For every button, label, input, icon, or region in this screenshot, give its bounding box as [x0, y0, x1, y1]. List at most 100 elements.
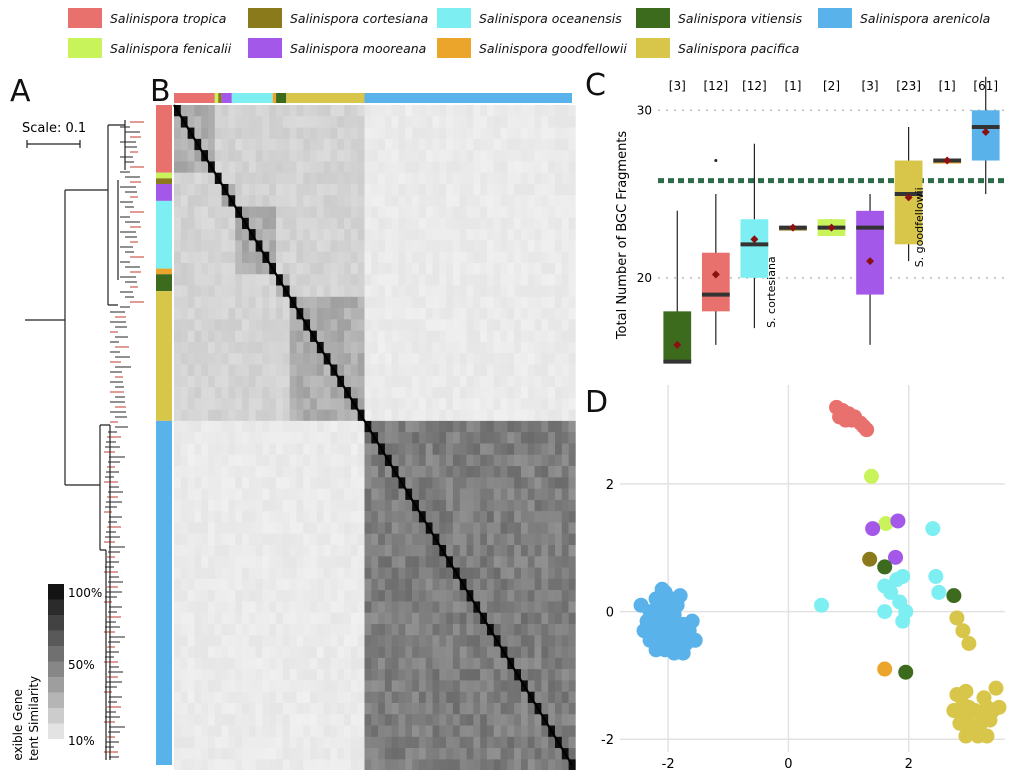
box-count-label: [1]	[939, 79, 956, 93]
legend-item-arenicola: Salinispora arenicola	[818, 8, 990, 28]
heatmap-legend-tick-50: 50%	[68, 658, 95, 672]
scatter-point-vitiensis	[877, 559, 893, 575]
heatmap-top-bar-pacifica	[286, 93, 365, 103]
scatter-point-pacifica	[949, 610, 965, 626]
scatter-point-pacifica	[955, 623, 971, 639]
legend-item-tropica: Salinispora tropica	[68, 8, 226, 28]
heatmap-legend-swatch	[48, 615, 64, 631]
heatmap-side-bar-tropica	[156, 105, 172, 173]
scatter-point-oceanensis	[877, 604, 893, 620]
scatter-point-pacifica	[979, 728, 995, 744]
panel-label-c: C	[585, 68, 606, 103]
scatter-point-pacifica	[976, 690, 992, 706]
scatter-point-oceanensis	[814, 597, 830, 613]
heatmap-top-bar-fenicalii	[214, 93, 219, 103]
legend-item-fenicalii: Salinispora fenicalii	[68, 38, 231, 58]
legend-label: Salinispora mooreana	[290, 40, 427, 56]
scatter-point-arenicola	[654, 581, 670, 597]
heatmap-side-bar-goodfellowii	[156, 268, 172, 275]
legend-item-goodfellowii: Salinispora goodfellowii	[437, 38, 627, 58]
pca-scatter: -2 0 2 2 0 -2	[601, 385, 1007, 772]
legend-item-vitiensis: Salinispora vitiensis	[636, 8, 802, 28]
heatmap-legend: Flexible Gene Content Similarity 100% 50…	[11, 584, 102, 760]
heatmap-side-bar-mooreana	[156, 183, 172, 201]
box-mean-marker	[866, 257, 875, 266]
legend-label: Salinispora vitiensis	[678, 10, 803, 26]
legend-swatch	[818, 8, 852, 28]
box-count-label: [3]	[669, 79, 686, 93]
box-cortesiana	[779, 223, 807, 232]
legend-swatch	[248, 38, 282, 58]
heatmap-top-bar-cortesiana	[218, 93, 222, 103]
scatter-y-tick: -2	[601, 733, 614, 748]
scatter-y-tick: 0	[606, 606, 614, 621]
legend-item-cortesiana: Salinispora cortesiana	[248, 8, 428, 28]
box-count-label: [61]	[973, 79, 998, 93]
box-mean-marker	[904, 193, 913, 202]
heatmap-cells	[174, 105, 576, 770]
box-mean-marker	[750, 235, 759, 244]
box-mean-marker	[711, 270, 720, 279]
box-mean-marker	[673, 340, 682, 349]
legend-swatch	[636, 8, 670, 28]
scatter-point-oceanensis	[895, 613, 911, 629]
legend-swatch	[248, 8, 282, 28]
boxplot-y-tick: 20	[637, 271, 652, 285]
scatter-point-arenicola	[672, 588, 688, 604]
heatmap-side-bar-cortesiana	[156, 178, 172, 184]
heatmap-top-bar-tropica	[174, 93, 215, 103]
annotation-cortesiana: S. cortesiana	[765, 256, 778, 328]
heatmap-legend-swatch	[48, 708, 64, 724]
panel-label-a: A	[10, 74, 31, 109]
annotation-goodfellowii: S. goodfellowii	[913, 187, 926, 267]
box-count-label: [2]	[823, 79, 840, 93]
scatter-point-tropica	[838, 412, 854, 428]
scatter-point-fenicalii	[863, 468, 879, 484]
scatter-point-pacifica	[961, 635, 977, 651]
heatmap-side-bar-oceanensis	[156, 200, 172, 269]
heatmap-top-bar-goodfellowii	[272, 93, 277, 103]
heatmap-legend-swatch	[48, 677, 64, 693]
box-fenicalii	[817, 219, 846, 236]
box-tropica	[701, 159, 730, 345]
box-mean-marker	[788, 223, 797, 232]
heatmap-side-bar-pacifica	[156, 291, 172, 421]
heatmap-legend-swatches	[48, 584, 64, 739]
panel-label-d: D	[585, 385, 609, 420]
heatmap-top-bar-mooreana	[221, 93, 232, 103]
heatmap-legend-tick-10: 10%	[68, 734, 95, 748]
heatmap-legend-swatch	[48, 661, 64, 677]
legend-swatch	[437, 38, 471, 58]
species-legend: Salinispora tropica Salinispora cortesian…	[0, 0, 1009, 66]
heatmap-legend-swatch	[48, 630, 64, 646]
scatter-point-tropica	[859, 422, 875, 438]
scatter-point-arenicola	[633, 597, 649, 613]
box-pacifica	[894, 127, 923, 262]
legend-label: Salinispora tropica	[110, 10, 227, 26]
legend-label: Salinispora goodfellowii	[479, 40, 627, 56]
scatter-point-oceanensis	[931, 584, 947, 600]
legend-label: Salinispora pacifica	[678, 40, 800, 56]
legend-label: Salinispora arenicola	[860, 10, 991, 26]
scatter-point-vitiensis	[946, 588, 962, 604]
scatter-point-pacifica	[958, 728, 974, 744]
box-count-label: [3]	[862, 79, 879, 93]
box-mean-marker	[981, 128, 990, 137]
tree-branches	[25, 120, 144, 760]
heatmap-legend-title-2: Content Similarity	[27, 676, 41, 760]
scatter-point-oceanensis	[928, 568, 944, 584]
boxplot-y-tick: 30	[637, 103, 652, 117]
legend-item-mooreana: Salinispora mooreana	[248, 38, 426, 58]
box-goodfellowii	[933, 156, 962, 165]
heatmap-legend-swatch	[48, 692, 64, 708]
tree-scale-label: Scale: 0.1	[22, 121, 86, 136]
heatmap-legend-swatch	[48, 599, 64, 615]
scatter-x-tick: -2	[662, 757, 675, 772]
legend-item-oceanensis: Salinispora oceanensis	[437, 8, 622, 28]
scatter-point-pacifica	[946, 703, 962, 719]
heatmap-legend-title-1: Flexible Gene	[11, 689, 25, 760]
legend-swatch	[437, 8, 471, 28]
heatmap-diagonal	[173, 104, 573, 766]
heatmap-legend-swatch	[48, 646, 64, 662]
scatter-point-pacifica	[988, 680, 1004, 696]
